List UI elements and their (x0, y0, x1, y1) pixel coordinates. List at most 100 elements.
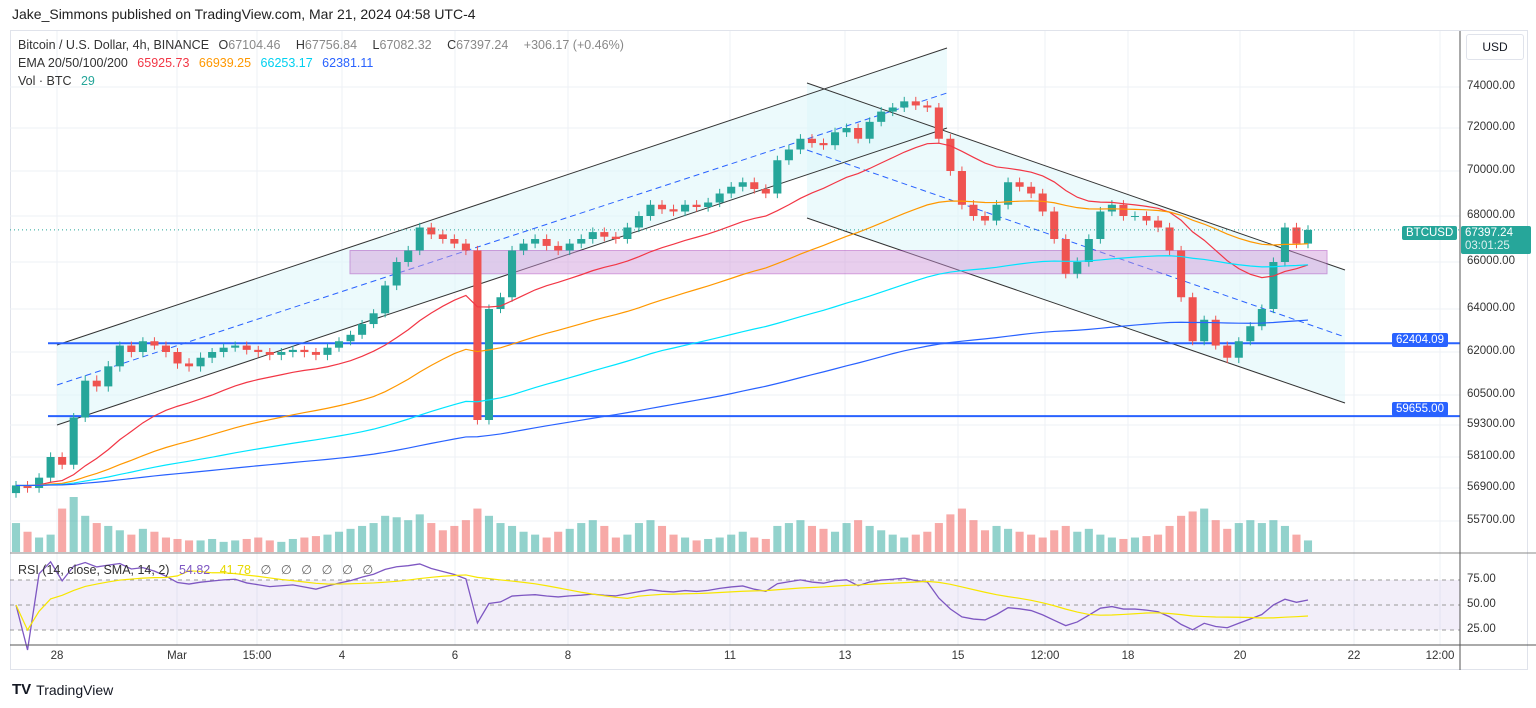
volume-bar (1142, 536, 1151, 552)
volume-bar (46, 534, 55, 552)
rsi-tick-label: 75.00 (1467, 573, 1496, 585)
candle (854, 128, 863, 139)
ema-label: EMA 20/50/100/200 (18, 56, 128, 70)
volume-bar (323, 534, 332, 552)
volume-bar (992, 525, 1001, 552)
candle (830, 132, 840, 146)
volume-bar (542, 537, 551, 552)
price-tick-label: 72000.00 (1467, 121, 1515, 133)
candle (265, 352, 274, 355)
time-tick-label: 4 (338, 650, 346, 662)
candle (946, 138, 955, 171)
candle (358, 324, 367, 335)
volume-bar (577, 523, 586, 552)
candle (796, 138, 805, 150)
candle (1303, 229, 1313, 244)
volume-bar (173, 538, 182, 552)
currency-button[interactable]: USD (1466, 34, 1524, 60)
candle (1119, 204, 1128, 216)
volume-bar (888, 534, 897, 552)
candle (554, 245, 563, 251)
candle (1096, 211, 1105, 239)
volume-bar (81, 515, 90, 552)
candle (208, 352, 217, 358)
ascending-channel-lower (56, 127, 948, 426)
candle (473, 250, 482, 420)
volume-bar (1004, 528, 1013, 552)
candle (334, 341, 344, 348)
volume-bar (35, 537, 44, 552)
candle (634, 216, 643, 228)
volume-bar (242, 538, 251, 552)
volume-bar (657, 525, 667, 552)
volume-bar (150, 531, 159, 552)
candle (392, 262, 401, 286)
candle (1292, 227, 1301, 244)
volume-bar (980, 530, 990, 552)
candle (104, 366, 113, 387)
volume-bar (346, 528, 355, 552)
volume-bar (161, 537, 171, 552)
rsi-na-3: ∅ (301, 563, 313, 577)
volume-bar (957, 508, 966, 552)
candle (715, 193, 724, 203)
candle (11, 485, 21, 494)
volume-bar (1015, 531, 1024, 552)
ema20-value: 65925.73 (137, 56, 190, 70)
price-tick-label: 62000.00 (1467, 345, 1515, 357)
candle (1223, 345, 1232, 358)
rsi-sma-value: 41.78 (219, 563, 251, 577)
chart-frame (10, 30, 1528, 670)
volume-bar (1073, 531, 1082, 552)
volume-bar (231, 540, 240, 552)
change-value: +306.17 (+0.46%) (523, 38, 624, 52)
candle (923, 105, 932, 108)
tradingview-logo[interactable]: TV TradingView (12, 681, 113, 698)
volume-bar (461, 520, 470, 552)
volume-bar (784, 523, 793, 552)
volume-bar (1165, 525, 1174, 552)
symbol-name: Bitcoin / U.S. Dollar, 4h, BINANCE (18, 38, 210, 52)
candle (231, 345, 240, 348)
candle (58, 457, 67, 465)
candle (1107, 204, 1116, 212)
candle (600, 232, 609, 237)
candle (138, 341, 147, 352)
candle (588, 232, 597, 239)
volume-bar (761, 538, 770, 552)
volume-bar (646, 520, 655, 552)
candle (542, 239, 551, 246)
candle (911, 101, 920, 106)
candle (1073, 262, 1082, 274)
volume-bar (773, 525, 782, 552)
candle (427, 227, 436, 235)
volume-bar (1038, 537, 1047, 552)
volume-bar (681, 537, 690, 552)
tradingview-logo-text: TradingView (36, 681, 114, 698)
volume-bar (265, 540, 274, 552)
last-price: 67397.24 (1465, 227, 1513, 239)
volume-bar (669, 534, 678, 552)
candle (35, 477, 44, 488)
candle (646, 204, 655, 216)
level-tag-1: 62404.09 (1392, 333, 1448, 347)
volume-bar (369, 523, 378, 552)
price-tick-label: 66000.00 (1467, 255, 1515, 267)
close-value: 67397.24 (456, 38, 509, 52)
candle (184, 363, 194, 367)
time-tick-label: 6 (451, 650, 459, 662)
rsi-tick-label: 50.00 (1467, 598, 1496, 610)
candle (669, 209, 678, 212)
volume-bar (623, 534, 632, 552)
candle (727, 186, 736, 194)
candle (784, 149, 793, 161)
candle (1027, 186, 1036, 194)
bar-countdown: 03:01:25 (1465, 240, 1510, 252)
price-tick-label: 60500.00 (1467, 388, 1515, 400)
volume-bar (946, 514, 955, 552)
volume-bar (854, 520, 863, 552)
volume-bar (750, 537, 759, 552)
candle (657, 204, 667, 210)
price-tick-label: 68000.00 (1467, 209, 1515, 221)
